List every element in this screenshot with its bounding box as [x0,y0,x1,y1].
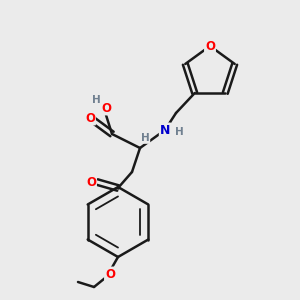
Text: O: O [105,268,115,281]
Text: N: N [160,124,170,136]
Text: O: O [101,101,111,115]
Text: H: H [92,95,100,105]
Text: O: O [86,176,96,188]
Text: O: O [85,112,95,124]
Text: O: O [205,40,215,52]
Text: H: H [141,133,149,143]
Text: H: H [175,127,183,137]
